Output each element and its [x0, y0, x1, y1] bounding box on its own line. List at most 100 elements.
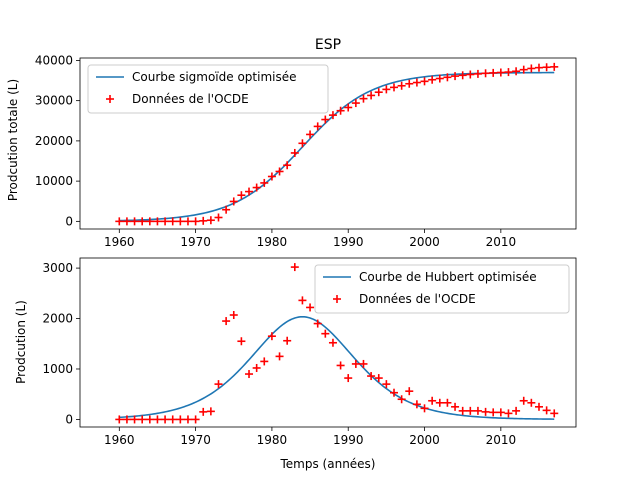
- data-point: [298, 139, 307, 148]
- data-point: [145, 217, 154, 226]
- data-point: [512, 406, 521, 415]
- data-point: [527, 64, 536, 73]
- data-point: [397, 395, 406, 404]
- x-tick-label: 1990: [333, 235, 364, 249]
- data-point: [451, 402, 460, 411]
- data-point: [298, 296, 307, 305]
- data-point: [344, 103, 353, 112]
- data-point: [412, 78, 421, 87]
- data-point: [428, 75, 437, 84]
- legend-label: Courbe sigmoïde optimisée: [132, 70, 297, 84]
- data-point: [313, 122, 322, 131]
- data-point: [161, 415, 170, 424]
- data-point: [138, 415, 147, 424]
- x-tick-label: 1960: [104, 433, 135, 447]
- legend-label: Données de l'OCDE: [132, 92, 249, 106]
- y-tick-label: 3000: [42, 261, 73, 275]
- data-point: [489, 68, 498, 77]
- data-point: [161, 217, 170, 226]
- data-point: [328, 338, 337, 347]
- data-point: [328, 111, 337, 120]
- axes-frame: [79, 257, 577, 428]
- data-point: [321, 329, 330, 338]
- data-point: [473, 406, 482, 415]
- data-point: [504, 68, 513, 77]
- data-point: [245, 370, 254, 379]
- data-point: [321, 115, 330, 124]
- data-point: [496, 68, 505, 77]
- data-point: [191, 415, 200, 424]
- data-point: [336, 106, 345, 115]
- data-point: [374, 374, 383, 383]
- data-point: [206, 216, 215, 225]
- data-point: [435, 398, 444, 407]
- data-point: [222, 317, 231, 326]
- data-point: [252, 183, 261, 192]
- data-point: [214, 380, 223, 389]
- data-point: [122, 217, 131, 226]
- chart-title: ESP: [315, 37, 341, 53]
- data-point: [138, 217, 147, 226]
- x-tick-label: 1960: [104, 235, 135, 249]
- data-point: [130, 217, 139, 226]
- y-axis-label: Prodcution totale (L): [6, 79, 20, 201]
- data-point: [458, 71, 467, 80]
- data-point: [313, 319, 322, 328]
- data-point: [519, 396, 528, 405]
- data-point: [283, 161, 292, 170]
- data-point: [359, 359, 368, 368]
- data-point: [420, 77, 429, 86]
- x-tick-label: 1970: [180, 433, 211, 447]
- data-point: [214, 213, 223, 222]
- plot-area: 1960 1970 1980 1990 2000 2010 0 1000 2000 3000 Cou…: [42, 257, 577, 447]
- data-point: [451, 72, 460, 81]
- data-point: [199, 407, 208, 416]
- data-point: [229, 311, 238, 320]
- data-point: [542, 406, 551, 415]
- y-tick-label: 2000: [42, 312, 73, 326]
- data-point: [153, 217, 162, 226]
- data-point: [275, 352, 284, 361]
- plot-area: 1960 1970 1980 1990 2000 2010 0 10000 20000 30000…: [35, 53, 577, 249]
- data-point: [290, 263, 299, 272]
- data-point: [290, 148, 299, 157]
- data-point: [550, 62, 559, 71]
- x-tick-label: 2010: [486, 433, 517, 447]
- data-point: [130, 415, 139, 424]
- data-point: [245, 187, 254, 196]
- x-tick-label: 2000: [409, 235, 440, 249]
- data-point: [206, 407, 215, 416]
- data-point: [267, 172, 276, 181]
- y-tick-label: 10000: [35, 174, 73, 188]
- data-point: [306, 130, 315, 139]
- bottom-chart-annual-production: Temps (années) Prodcution (L) 1960 1970 19…: [14, 257, 577, 471]
- data-point: [504, 409, 513, 418]
- legend-box: [314, 264, 570, 314]
- data-point: [458, 406, 467, 415]
- data-point: [390, 388, 399, 397]
- data-point: [183, 217, 192, 226]
- data-point: [199, 216, 208, 225]
- data-point: [443, 398, 452, 407]
- data-point: [367, 372, 376, 381]
- data-point: [397, 81, 406, 90]
- data-point: [382, 380, 391, 389]
- data-point: [428, 396, 437, 405]
- data-point: [267, 332, 276, 341]
- data-point: [382, 85, 391, 94]
- data-point: [519, 65, 528, 74]
- data-point: [275, 167, 284, 176]
- x-tick-label: 1970: [180, 235, 211, 249]
- x-tick-label: 2010: [486, 235, 517, 249]
- data-point: [260, 357, 269, 366]
- data-point: [466, 70, 475, 79]
- x-tick-label: 2000: [409, 433, 440, 447]
- data-point: [115, 217, 124, 226]
- data-point: [473, 69, 482, 78]
- data-point: [176, 415, 185, 424]
- x-tick-label: 1990: [333, 433, 364, 447]
- fitted-curve-line: [119, 315, 555, 420]
- x-tick-label: 1980: [257, 433, 288, 447]
- data-point: [252, 363, 261, 372]
- data-point: [390, 83, 399, 92]
